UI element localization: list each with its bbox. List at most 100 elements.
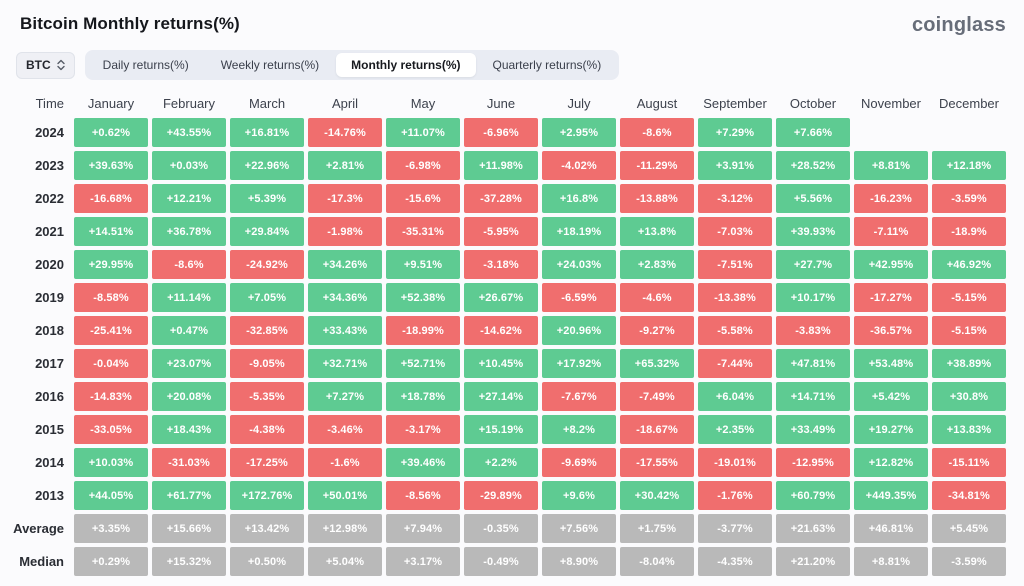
return-cell-wrap: -3.46% <box>306 413 384 446</box>
empty-cell <box>932 118 1006 147</box>
month-column-header: January <box>87 95 135 111</box>
page-title: Bitcoin Monthly returns(%) <box>20 14 240 33</box>
return-cell: +39.63% <box>74 151 148 180</box>
return-cell: +0.29% <box>74 547 148 576</box>
return-cell: +6.04% <box>698 382 772 411</box>
return-cell-wrap: +11.14% <box>150 281 228 314</box>
return-cell-wrap: -15.11% <box>930 446 1008 479</box>
return-cell: -7.49% <box>620 382 694 411</box>
row-label: 2022 <box>35 191 64 206</box>
return-cell-wrap <box>852 116 930 149</box>
return-cell: -13.88% <box>620 184 694 213</box>
return-cell: -5.95% <box>464 217 538 246</box>
return-cell: -5.35% <box>230 382 304 411</box>
return-cell-wrap: -7.44% <box>696 347 774 380</box>
return-cell: -8.6% <box>620 118 694 147</box>
return-cell-wrap: +50.01% <box>306 479 384 512</box>
return-cell: +28.52% <box>776 151 850 180</box>
month-column-header: May <box>410 95 436 111</box>
month-column-header: September <box>703 95 767 111</box>
return-cell-wrap: +15.19% <box>462 413 540 446</box>
return-cell-wrap: -32.85% <box>228 314 306 347</box>
return-cell: -5.58% <box>698 316 772 345</box>
return-cell: -3.18% <box>464 250 538 279</box>
return-cell-wrap: -9.69% <box>540 446 618 479</box>
tab-weekly-returns[interactable]: Weekly returns(%) <box>206 53 334 77</box>
return-cell: -0.49% <box>464 547 538 576</box>
return-cell: -36.57% <box>854 316 928 345</box>
return-cell-wrap: +14.71% <box>774 380 852 413</box>
return-cell: +13.42% <box>230 514 304 543</box>
return-cell-wrap: -17.25% <box>228 446 306 479</box>
return-cell-wrap: +30.42% <box>618 479 696 512</box>
return-cell: +47.81% <box>776 349 850 378</box>
return-cell-wrap: -5.15% <box>930 314 1008 347</box>
row-label: 2015 <box>35 422 64 437</box>
row-label: 2018 <box>35 323 64 338</box>
return-cell-wrap: -3.59% <box>930 545 1008 578</box>
month-column-header: February <box>162 95 216 111</box>
return-cell: -31.03% <box>152 448 226 477</box>
return-cell-wrap: +33.43% <box>306 314 384 347</box>
return-cell: -1.76% <box>698 481 772 510</box>
return-cell-wrap: -5.35% <box>228 380 306 413</box>
return-cell: +36.78% <box>152 217 226 246</box>
return-cell: -7.11% <box>854 217 928 246</box>
symbol-select[interactable]: BTC <box>16 51 75 79</box>
returns-tab-group: Daily returns(%) Weekly returns(%) Month… <box>84 50 620 80</box>
return-cell-wrap: +38.89% <box>930 347 1008 380</box>
return-cell-wrap: -25.41% <box>72 314 150 347</box>
return-cell: -12.95% <box>776 448 850 477</box>
return-cell: +16.8% <box>542 184 616 213</box>
return-cell: +65.32% <box>620 349 694 378</box>
return-cell: -17.27% <box>854 283 928 312</box>
return-cell-wrap: -3.83% <box>774 314 852 347</box>
tab-daily-returns[interactable]: Daily returns(%) <box>88 53 204 77</box>
return-cell-wrap: -17.27% <box>852 281 930 314</box>
return-cell-wrap: -3.17% <box>384 413 462 446</box>
return-cell-wrap: +8.81% <box>852 545 930 578</box>
return-cell-wrap: -7.51% <box>696 248 774 281</box>
return-cell: +2.35% <box>698 415 772 444</box>
return-cell: +42.95% <box>854 250 928 279</box>
return-cell: -4.35% <box>698 547 772 576</box>
return-cell: +18.78% <box>386 382 460 411</box>
row-label: 2021 <box>35 224 64 239</box>
return-cell-wrap: -9.27% <box>618 314 696 347</box>
month-column-header: June <box>486 95 516 111</box>
return-cell: +2.81% <box>308 151 382 180</box>
tab-quarterly-returns[interactable]: Quarterly returns(%) <box>478 53 617 77</box>
return-cell: +7.05% <box>230 283 304 312</box>
return-cell: +3.35% <box>74 514 148 543</box>
return-cell-wrap: +34.36% <box>306 281 384 314</box>
return-cell-wrap: +34.26% <box>306 248 384 281</box>
return-cell-wrap: +16.81% <box>228 116 306 149</box>
return-cell: +449.35% <box>854 481 928 510</box>
return-cell-wrap: -0.35% <box>462 512 540 545</box>
return-cell-wrap: +42.95% <box>852 248 930 281</box>
return-cell: +18.19% <box>542 217 616 246</box>
return-cell: -3.46% <box>308 415 382 444</box>
return-cell: -11.29% <box>620 151 694 180</box>
return-cell-wrap: +3.91% <box>696 149 774 182</box>
return-cell: +7.56% <box>542 514 616 543</box>
tab-monthly-returns[interactable]: Monthly returns(%) <box>336 53 476 77</box>
return-cell-wrap: -16.68% <box>72 182 150 215</box>
return-cell: +0.50% <box>230 547 304 576</box>
return-cell: -15.11% <box>932 448 1006 477</box>
return-cell: +8.2% <box>542 415 616 444</box>
return-cell-wrap: +30.8% <box>930 380 1008 413</box>
return-cell: -16.23% <box>854 184 928 213</box>
return-cell-wrap: +12.21% <box>150 182 228 215</box>
return-cell-wrap: -3.77% <box>696 512 774 545</box>
return-cell-wrap: +14.51% <box>72 215 150 248</box>
return-cell: -14.76% <box>308 118 382 147</box>
return-cell: +2.2% <box>464 448 538 477</box>
return-cell: -15.6% <box>386 184 460 213</box>
return-cell: -7.03% <box>698 217 772 246</box>
return-cell: +26.67% <box>464 283 538 312</box>
return-cell-wrap: -5.15% <box>930 281 1008 314</box>
return-cell-wrap: +16.8% <box>540 182 618 215</box>
return-cell-wrap: -1.76% <box>696 479 774 512</box>
row-label: Average <box>13 521 64 536</box>
